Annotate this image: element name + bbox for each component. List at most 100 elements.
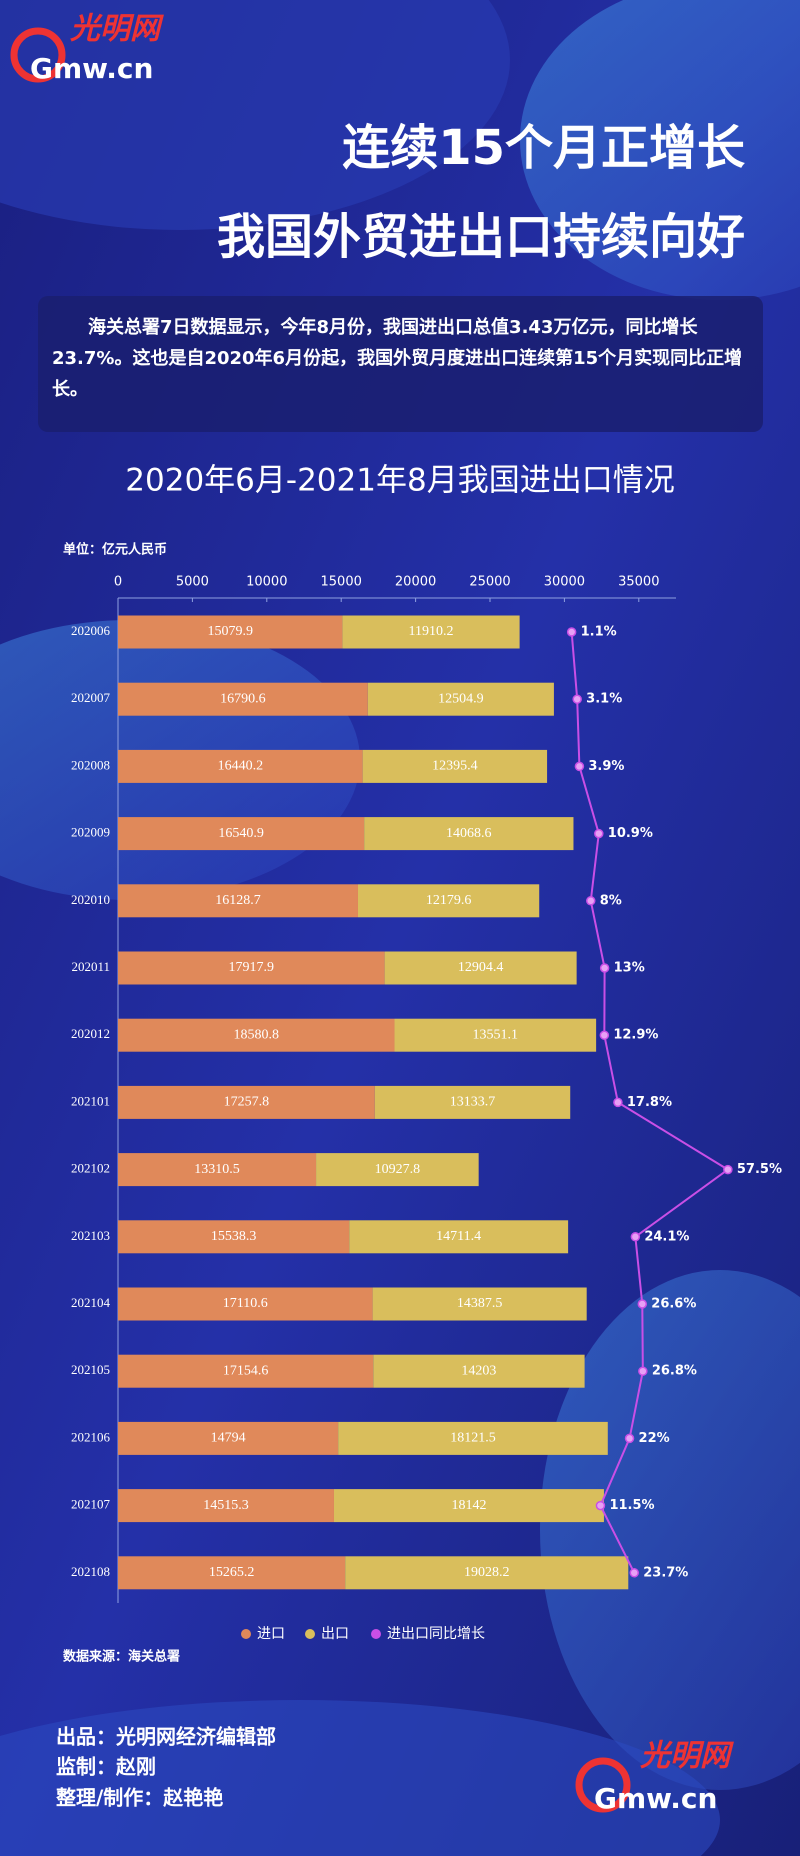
- bar-segment: [118, 1287, 373, 1321]
- bar-label: 13310.5: [194, 1162, 240, 1177]
- bar-segment: [349, 1220, 569, 1254]
- bar-label: 15538.3: [211, 1229, 257, 1244]
- legend-label: 进口: [257, 1626, 285, 1642]
- bar-label: 17917.9: [229, 960, 275, 975]
- growth-label: 1.1%: [581, 625, 617, 640]
- legend-swatch: [241, 1629, 251, 1639]
- growth-point: [566, 627, 577, 637]
- bar-label: 14794: [211, 1431, 246, 1446]
- credit: 监制：赵刚: [56, 1755, 156, 1779]
- y-tick-label: 202104: [71, 1295, 111, 1310]
- decor: [520, 0, 800, 300]
- growth-point: [629, 1568, 639, 1578]
- y-tick-label: 202007: [71, 690, 111, 705]
- x-tick-label: 5000: [176, 575, 209, 590]
- bar-segment: [357, 884, 540, 918]
- bar-segment: [118, 1153, 317, 1187]
- bar-segment: [333, 1489, 604, 1523]
- y-tick-label: 202108: [71, 1564, 110, 1579]
- bar-segment: [118, 615, 343, 649]
- growth-point: [586, 896, 596, 906]
- y-tick-label: 202107: [71, 1497, 111, 1512]
- bar-segment: [118, 1489, 334, 1523]
- credit: 出品：光明网经济编辑部: [56, 1725, 276, 1749]
- unit-label: 单位：亿元人民币: [63, 542, 167, 558]
- y-tick-label: 202009: [71, 825, 110, 840]
- x-tick-label: 20000: [395, 575, 436, 590]
- growth-label: 3.1%: [586, 692, 622, 707]
- bar-label: 11910.2: [409, 624, 454, 639]
- bar-segment: [364, 817, 574, 851]
- bar-segment: [118, 682, 368, 716]
- bar-segment: [118, 1556, 346, 1590]
- logo-mark: [575, 1757, 631, 1813]
- growth-label: 13%: [614, 961, 645, 976]
- legend-swatch: [371, 1629, 381, 1639]
- bar-label: 19028.2: [464, 1565, 510, 1580]
- title-line: 我国外贸进出口持续向好: [217, 209, 745, 265]
- growth-point: [723, 1164, 733, 1175]
- bar-label: 15265.2: [209, 1565, 255, 1580]
- bar-label: 18121.5: [450, 1431, 496, 1446]
- y-tick-label: 202105: [71, 1362, 110, 1377]
- y-tick-label: 202102: [71, 1161, 110, 1176]
- bar-segment: [362, 749, 548, 783]
- bar-label: 17110.6: [223, 1296, 268, 1311]
- bar-label: 17257.8: [224, 1095, 270, 1110]
- growth-label: 3.9%: [588, 759, 624, 774]
- bar-segment: [118, 884, 358, 918]
- growth-point: [637, 1299, 648, 1309]
- growth-point: [594, 828, 604, 839]
- intro-box: [38, 296, 763, 432]
- bar-label: 14711.4: [436, 1229, 481, 1244]
- bar-label: 13133.7: [450, 1095, 496, 1110]
- decor: [0, 0, 510, 230]
- bar-segment: [373, 1354, 585, 1388]
- bar-label: 12504.9: [438, 691, 484, 706]
- bar-segment: [118, 951, 385, 985]
- bar-segment: [118, 1354, 374, 1388]
- bar-segment: [338, 1421, 608, 1455]
- logo-script: 光明网: [69, 12, 164, 47]
- bar-label: 13551.1: [473, 1027, 519, 1042]
- growth-point: [599, 1030, 610, 1040]
- logo-script: 光明网: [639, 1739, 734, 1774]
- y-tick-label: 202101: [71, 1093, 110, 1108]
- source: 数据来源：海关总署: [63, 1649, 180, 1665]
- bar-label: 12179.6: [426, 893, 472, 908]
- x-tick-label: 30000: [544, 575, 585, 590]
- bar-segment: [316, 1153, 479, 1187]
- y-tick-label: 202106: [71, 1429, 111, 1444]
- growth-label: 24.1%: [644, 1229, 689, 1244]
- bar-segment: [394, 1018, 597, 1052]
- y-tick-label: 202010: [71, 892, 110, 907]
- bar-label: 18142: [451, 1498, 486, 1513]
- growth-label: 22%: [639, 1431, 670, 1446]
- bar-label: 15079.9: [207, 624, 253, 639]
- bar-label: 12904.4: [458, 960, 504, 975]
- bar-label: 14387.5: [457, 1296, 503, 1311]
- growth-label: 17.8%: [627, 1095, 672, 1110]
- bar-label: 10927.8: [375, 1162, 421, 1177]
- logo-domain: Gmw.cn: [30, 52, 153, 85]
- growth-point: [574, 761, 585, 772]
- legend-swatch: [305, 1629, 315, 1639]
- x-tick-label: 35000: [618, 575, 659, 590]
- growth-label: 11.5%: [609, 1498, 654, 1513]
- bar-segment: [118, 1220, 350, 1254]
- bar-segment: [345, 1556, 629, 1590]
- y-tick-label: 202103: [71, 1228, 110, 1243]
- bar-label: 16540.9: [218, 826, 264, 841]
- growth-point: [599, 963, 610, 973]
- y-tick-label: 202008: [71, 757, 110, 772]
- legend-label: 进出口同比增长: [387, 1626, 485, 1642]
- logo-mark: [10, 27, 66, 83]
- bar-segment: [118, 1085, 375, 1119]
- growth-label: 10.9%: [608, 826, 653, 841]
- bar-segment: [342, 615, 520, 649]
- bar-segment: [374, 1085, 571, 1119]
- x-tick-label: 25000: [469, 575, 510, 590]
- growth-point: [572, 694, 582, 704]
- growth-point: [595, 1500, 606, 1511]
